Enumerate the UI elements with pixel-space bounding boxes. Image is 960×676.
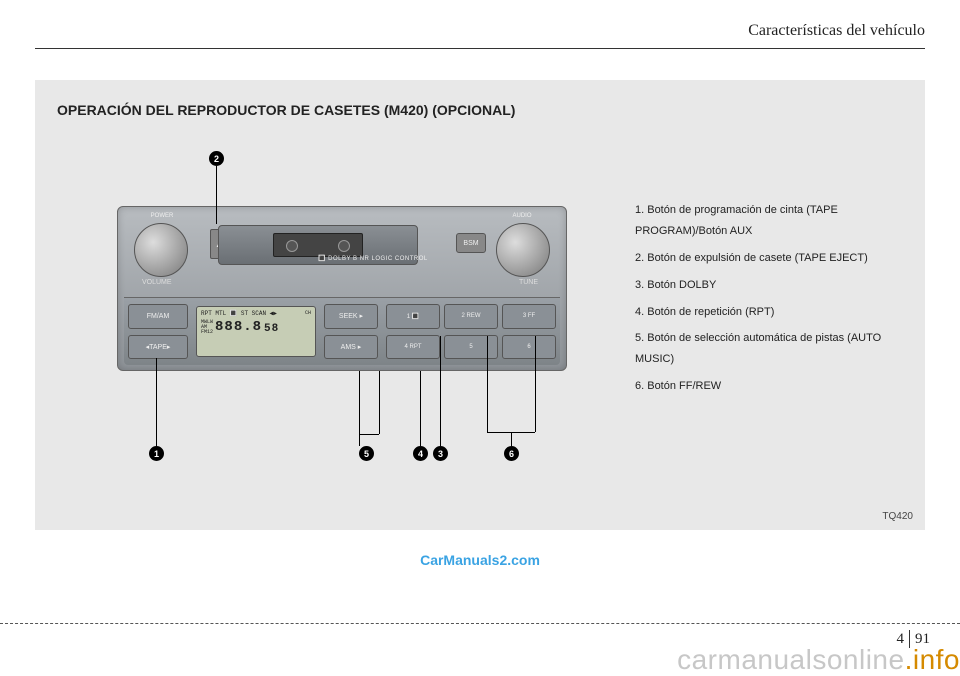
callout-4: 4 [413, 446, 428, 461]
leader-6c [511, 432, 512, 446]
ams-button[interactable]: AMS ▸ [324, 335, 378, 360]
lcd-fm: FM12 [201, 330, 213, 335]
watermark-carmanuals2: CarManuals2.com [420, 552, 540, 568]
description-list: 1. Botón de programación de cinta (TAPE … [635, 200, 905, 403]
wm2-main: carmanualsonline [677, 644, 904, 675]
header-rule [35, 48, 925, 49]
leader-3 [440, 336, 441, 446]
spec-panel: OPERACIÓN DEL REPRODUCTOR DE CASETES (M4… [35, 80, 925, 530]
volume-label: VOLUME [142, 279, 172, 286]
preset-4-rpt-button[interactable]: 4 RPT [386, 335, 440, 360]
page-section-title: Características del vehículo [748, 22, 925, 40]
lcd-display: RPT MTL 🔳 ST SCAN ◀▶ MWLW AM FM12 888.8 … [196, 306, 316, 357]
leader-6b [535, 336, 536, 432]
power-volume-knob[interactable] [134, 223, 188, 277]
fm-am-button[interactable]: FM/AM [128, 304, 188, 329]
cassette-tape-icon [273, 233, 363, 257]
tune-label: TUNE [519, 279, 538, 286]
desc-item-2: 2. Botón de expulsión de casete (TAPE EJ… [635, 248, 905, 269]
cassette-stereo: POWER AUDIO VOLUME TUNE ▲ 🔳 DOLBY B NR L… [117, 206, 567, 371]
desc-item-1: 1. Botón de programación de cinta (TAPE … [635, 200, 905, 242]
figure-label: TQ420 [882, 511, 913, 522]
preset-3-ff-button[interactable]: 3 FF [502, 304, 556, 329]
tape-button[interactable]: ◂TAPE▸ [128, 335, 188, 360]
audio-tune-knob[interactable] [496, 223, 550, 277]
preset-1-dolby-button[interactable]: 1 🔳 [386, 304, 440, 329]
callout-3: 3 [433, 446, 448, 461]
logic-control-label: 🔳 DOLBY B NR LOGIC CONTROL [318, 255, 428, 262]
lcd-indicators: RPT MTL 🔳 ST SCAN ◀▶ [201, 311, 311, 318]
desc-item-5: 5. Botón de selección automática de pist… [635, 328, 905, 370]
preset-6-button[interactable]: 6 [502, 335, 556, 360]
audio-label: AUDIO [502, 213, 542, 219]
callout-6: 6 [504, 446, 519, 461]
leader-4 [420, 371, 421, 446]
figure-area: POWER AUDIO VOLUME TUNE ▲ 🔳 DOLBY B NR L… [57, 126, 627, 506]
leader-6a [487, 336, 488, 432]
leader-1 [156, 358, 157, 446]
leader-5b [379, 371, 380, 434]
desc-item-4: 4. Botón de repetición (RPT) [635, 302, 905, 323]
callout-1: 1 [149, 446, 164, 461]
lower-control-strip: FM/AM ◂TAPE▸ RPT MTL 🔳 ST SCAN ◀▶ MWLW A… [124, 297, 560, 365]
footer-dashed-rule [0, 623, 960, 624]
seek-button[interactable]: SEEK ▸ [324, 304, 378, 329]
bsm-button[interactable]: BSM [456, 233, 486, 253]
wm2-info: .info [905, 644, 960, 675]
desc-item-3: 3. Botón DOLBY [635, 275, 905, 296]
leader-5h [359, 434, 379, 435]
leader-2 [216, 166, 217, 224]
preset-5-button[interactable]: 5 [444, 335, 498, 360]
panel-title: OPERACIÓN DEL REPRODUCTOR DE CASETES (M4… [57, 102, 903, 118]
watermark-carmanualsonline: carmanualsonline.info [677, 644, 960, 676]
lcd-ch: 58 [264, 323, 279, 335]
lcd-frequency: 888.8 [215, 320, 262, 335]
callout-2: 2 [209, 151, 224, 166]
preset-2-rew-button[interactable]: 2 REW [444, 304, 498, 329]
desc-item-6: 6. Botón FF/REW [635, 376, 905, 397]
lcd-ch-label: CH [305, 311, 311, 317]
callout-5: 5 [359, 446, 374, 461]
power-label: POWER [142, 213, 182, 219]
